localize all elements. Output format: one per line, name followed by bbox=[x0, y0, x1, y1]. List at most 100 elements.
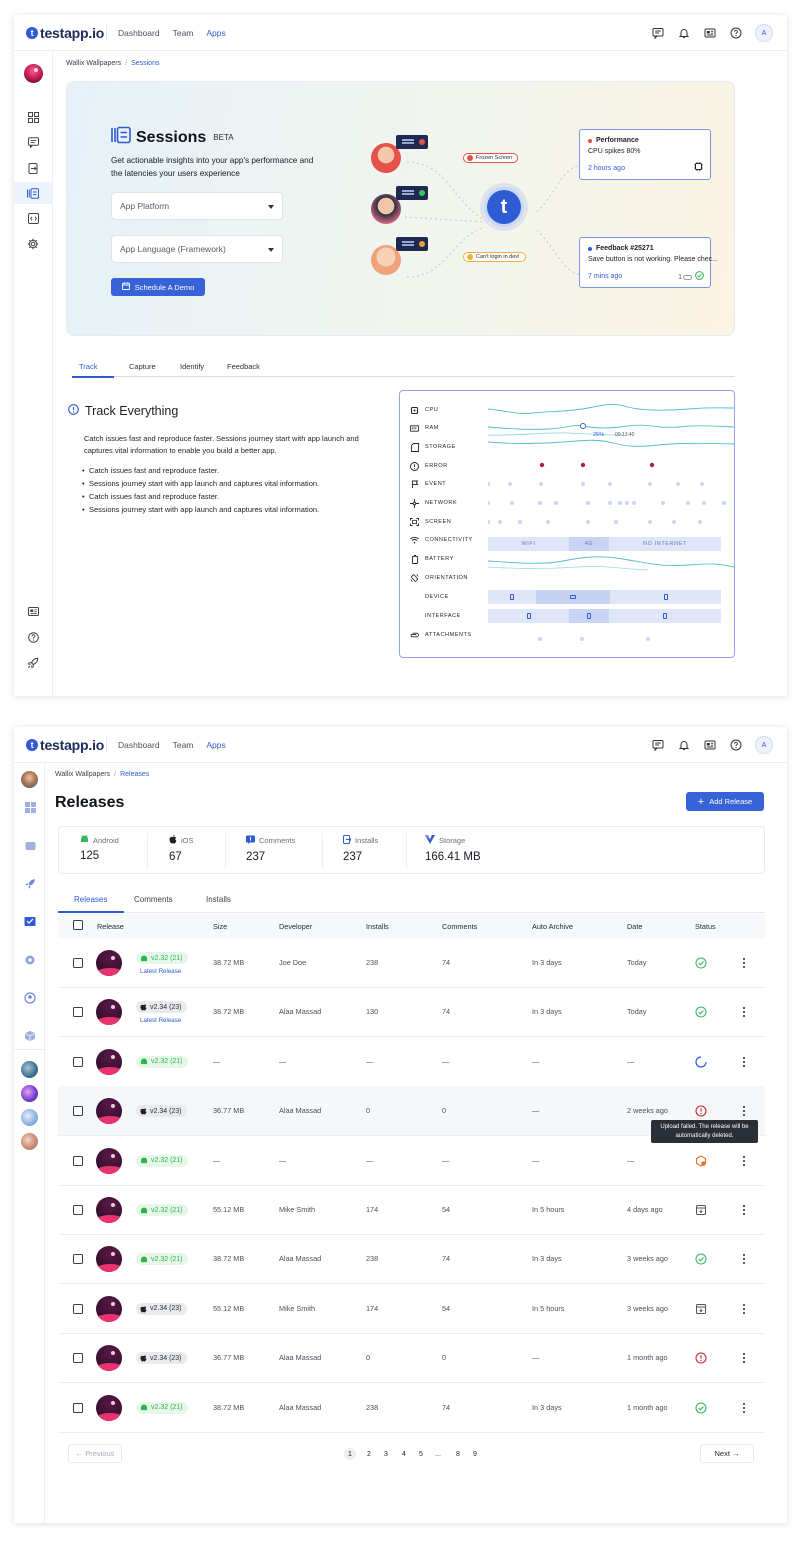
code-icon[interactable] bbox=[25, 210, 41, 226]
app-thumb-2[interactable] bbox=[21, 1085, 38, 1102]
performance-card[interactable]: Performance CPU spikes 80% 2 hours ago bbox=[579, 129, 711, 180]
team-icon[interactable] bbox=[22, 990, 38, 1006]
column-header[interactable]: Developer bbox=[279, 922, 313, 931]
more-options-icon[interactable] bbox=[743, 1106, 745, 1117]
column-header[interactable]: Comments bbox=[442, 922, 478, 931]
row-checkbox[interactable] bbox=[73, 1007, 83, 1018]
settings-icon[interactable] bbox=[25, 236, 41, 252]
app-logo[interactable]: t testapp.io bbox=[26, 737, 104, 753]
add-release-button[interactable]: + Add Release bbox=[686, 792, 764, 811]
breadcrumb-parent[interactable]: Wallix Wallpapers bbox=[66, 60, 122, 67]
table-row[interactable]: v2.34 (23) 36.77 MB Alaa Massad 0 0 — 1 month … bbox=[58, 1333, 765, 1384]
version-pill[interactable]: v2.32 (21) bbox=[136, 1253, 188, 1266]
help-icon[interactable] bbox=[729, 738, 743, 752]
table-row[interactable]: v2.32 (21) — — — — — — bbox=[58, 1037, 765, 1087]
integrations-icon[interactable] bbox=[22, 952, 38, 968]
page-number[interactable]: 3 bbox=[384, 1450, 388, 1458]
status-archived-icon[interactable] bbox=[695, 1204, 707, 1216]
status-success-icon[interactable] bbox=[695, 1253, 707, 1265]
help-icon[interactable] bbox=[729, 26, 743, 40]
previous-page-button[interactable]: ← Previous bbox=[68, 1444, 122, 1463]
nav-team[interactable]: Team bbox=[172, 28, 194, 38]
version-pill[interactable]: v2.34 (23) bbox=[136, 1001, 187, 1014]
row-checkbox[interactable] bbox=[73, 1353, 83, 1364]
more-options-icon[interactable] bbox=[743, 1254, 745, 1265]
column-header[interactable]: Size bbox=[213, 922, 228, 931]
version-pill[interactable]: v2.32 (21) bbox=[136, 1055, 188, 1068]
breadcrumb-parent[interactable]: Wallix Wallpapers bbox=[55, 771, 111, 778]
dashboard-icon[interactable] bbox=[25, 109, 41, 125]
releases-icon[interactable] bbox=[22, 914, 38, 930]
version-pill[interactable]: v2.32 (21) bbox=[136, 1154, 188, 1167]
row-checkbox[interactable] bbox=[73, 958, 83, 968]
tab-track[interactable]: Track bbox=[79, 362, 98, 371]
dashboard-icon[interactable] bbox=[22, 799, 38, 815]
nav-dashboard[interactable]: Dashboard bbox=[118, 740, 160, 750]
tab-comments[interactable]: Comments bbox=[134, 895, 173, 904]
nav-apps[interactable]: Apps bbox=[206, 740, 226, 750]
feedback-card[interactable]: Feedback #25271 Save button is not worki… bbox=[579, 237, 718, 288]
column-header[interactable]: Status bbox=[695, 922, 716, 931]
status-success-icon[interactable] bbox=[695, 957, 707, 969]
column-header[interactable]: Installs bbox=[366, 922, 389, 931]
more-options-icon[interactable] bbox=[743, 1007, 745, 1018]
column-header[interactable]: Date bbox=[627, 922, 643, 931]
more-options-icon[interactable] bbox=[743, 1205, 745, 1215]
column-header[interactable]: Auto Archive bbox=[532, 922, 573, 931]
app-logo[interactable]: t testapp.io bbox=[26, 25, 104, 41]
bell-icon[interactable] bbox=[677, 738, 691, 752]
app-avatar[interactable] bbox=[24, 64, 43, 83]
table-row[interactable]: v2.34 (23) 36.77 MB Alaa Massad 0 0 — 2 weeks … bbox=[58, 1086, 765, 1137]
version-pill[interactable]: v2.32 (21) bbox=[136, 952, 188, 964]
user-avatar[interactable]: A bbox=[755, 736, 773, 754]
status-success-icon[interactable] bbox=[695, 1006, 707, 1018]
page-number[interactable]: 9 bbox=[473, 1450, 477, 1458]
version-pill[interactable]: v2.32 (21) bbox=[136, 1204, 188, 1216]
column-header[interactable]: Release bbox=[97, 922, 124, 931]
row-checkbox[interactable] bbox=[73, 1402, 83, 1413]
more-options-icon[interactable] bbox=[743, 1155, 745, 1166]
tab-feedback[interactable]: Feedback bbox=[227, 362, 260, 371]
version-pill[interactable]: v2.34 (23) bbox=[136, 1352, 187, 1365]
status-failed-icon[interactable] bbox=[695, 1105, 707, 1117]
bell-icon[interactable] bbox=[677, 26, 691, 40]
row-checkbox[interactable] bbox=[73, 1254, 83, 1265]
table-row[interactable]: v2.32 (21) 38.72 MB Alaa Massad 238 74 In 3 d… bbox=[58, 1234, 765, 1285]
tab-capture[interactable]: Capture bbox=[129, 362, 156, 371]
chat-icon[interactable] bbox=[22, 838, 38, 854]
schedule-demo-button[interactable]: Schedule A Demo bbox=[111, 278, 205, 296]
more-options-icon[interactable] bbox=[743, 1353, 745, 1364]
table-row[interactable]: v2.32 (21) — — — — — — bbox=[58, 1136, 765, 1186]
news-icon[interactable] bbox=[703, 26, 717, 40]
installs-icon[interactable] bbox=[25, 160, 41, 176]
sessions-icon[interactable] bbox=[25, 185, 41, 201]
table-row[interactable]: v2.32 (21) 55.12 MB Mike Smith 174 54 In 5 ho… bbox=[58, 1185, 765, 1235]
page-number[interactable]: 5 bbox=[419, 1450, 423, 1458]
status-processing-icon[interactable] bbox=[695, 1056, 707, 1068]
select-all-checkbox[interactable] bbox=[73, 920, 83, 930]
version-pill[interactable]: v2.34 (23) bbox=[136, 1302, 187, 1315]
table-row[interactable]: v2.32 (21) 38.72 MB Alaa Massad 238 74 In 3 d… bbox=[58, 1383, 765, 1433]
next-page-button[interactable]: Next → bbox=[700, 1444, 754, 1463]
version-pill[interactable]: v2.32 (21) bbox=[136, 1401, 188, 1414]
help-sidebar-icon[interactable] bbox=[25, 629, 41, 645]
status-archived-icon[interactable] bbox=[695, 1303, 707, 1315]
status-failed-icon[interactable] bbox=[695, 1352, 707, 1364]
row-checkbox[interactable] bbox=[73, 1155, 83, 1166]
tab-releases[interactable]: Releases bbox=[74, 895, 108, 904]
app-thumb-3[interactable] bbox=[21, 1109, 38, 1126]
news-sidebar-icon[interactable] bbox=[25, 603, 41, 619]
app-platform-select[interactable]: App Platform bbox=[111, 192, 283, 220]
page-number[interactable]: 4 bbox=[402, 1450, 406, 1458]
news-icon[interactable] bbox=[703, 738, 717, 752]
more-options-icon[interactable] bbox=[743, 1056, 745, 1067]
app-thumb-4[interactable] bbox=[21, 1133, 38, 1150]
row-checkbox[interactable] bbox=[73, 1056, 83, 1067]
rocket-icon[interactable] bbox=[25, 655, 41, 671]
nav-dashboard[interactable]: Dashboard bbox=[118, 28, 160, 38]
page-number[interactable]: 8 bbox=[456, 1450, 460, 1458]
box-icon[interactable] bbox=[22, 1028, 38, 1044]
more-options-icon[interactable] bbox=[743, 1303, 745, 1314]
table-row[interactable]: v2.34 (23) 55.12 MB Mike Smith 174 54 In 5 ho… bbox=[58, 1284, 765, 1334]
nav-team[interactable]: Team bbox=[172, 740, 194, 750]
